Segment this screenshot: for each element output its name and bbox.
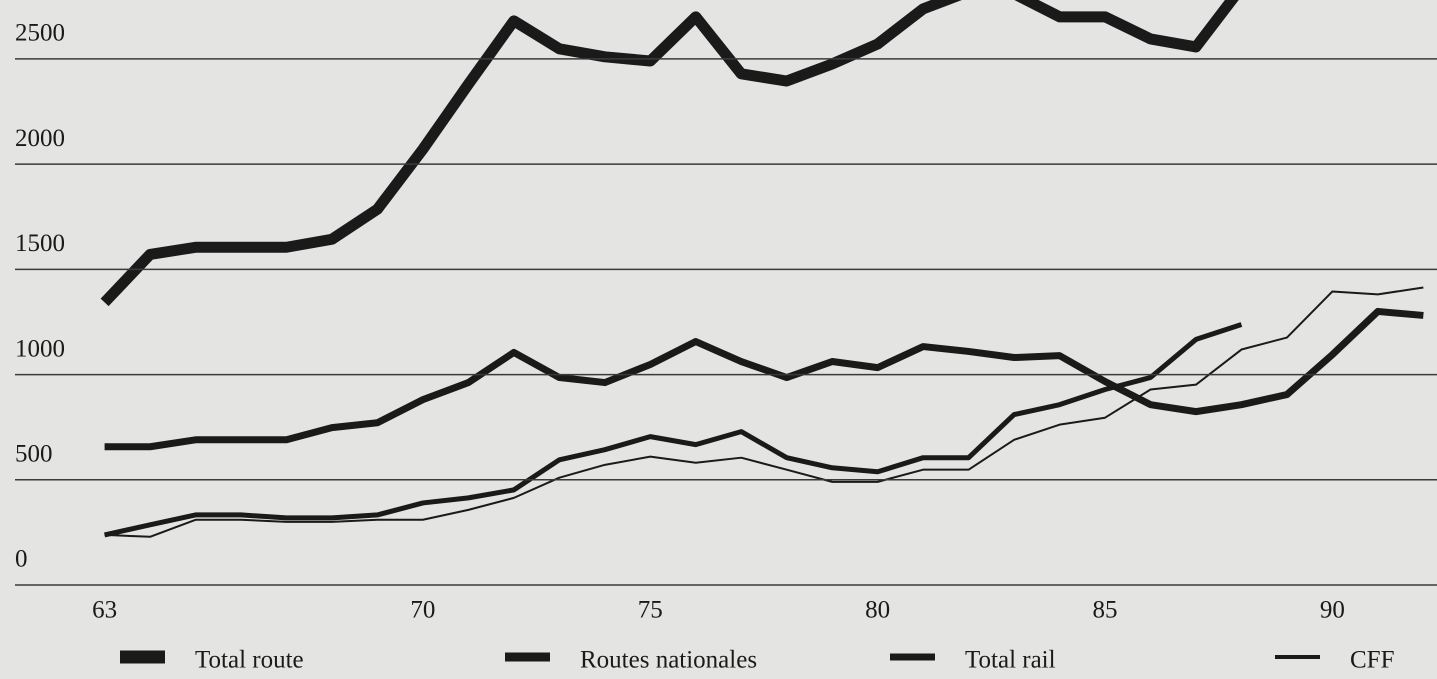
plot-area [100,0,1424,538]
legend-label: CFF [1350,647,1394,674]
y-tick-label: 1000 [15,335,65,362]
y-tick-label: 500 [15,441,53,468]
y-tick-label: 0 [15,546,28,573]
y-tick-label: 2000 [15,125,65,152]
x-tick-label: 75 [638,597,663,624]
legend-label: Total rail [965,647,1056,674]
legend-label: Routes nationales [580,647,757,674]
x-tick-label: 63 [92,597,117,624]
x-tick-label: 90 [1320,597,1345,624]
legend-label: Total route [195,647,304,674]
x-tick-label: 80 [865,597,890,624]
series-line [100,0,1239,307]
x-tick-label: 70 [410,597,435,624]
series-line [104,307,1424,451]
y-tick-label: 1500 [15,230,65,257]
y-tick-label: 2500 [15,20,65,47]
x-tick-label: 85 [1093,597,1118,624]
series-line [104,286,1424,538]
series-line [104,322,1243,538]
